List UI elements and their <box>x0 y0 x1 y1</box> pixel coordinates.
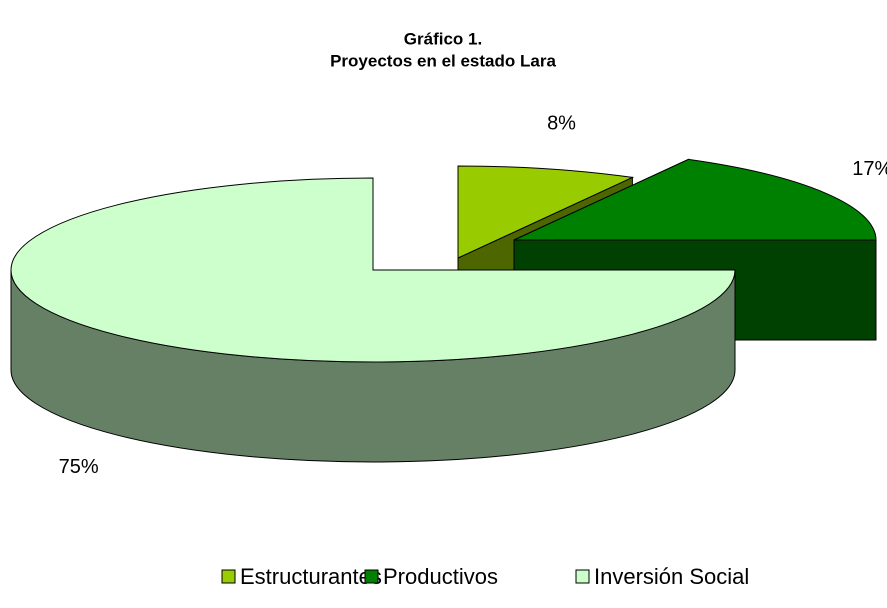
legend-swatch <box>364 569 379 584</box>
chart-subtitle: Proyectos en el estado Lara <box>330 51 556 70</box>
data-label: 17% <box>852 158 887 180</box>
chart-title: Gráfico 1. <box>404 29 482 48</box>
slice <box>457 165 635 259</box>
data-label: 75% <box>59 456 99 478</box>
legend-label: Productivos <box>383 564 498 589</box>
slice <box>10 177 736 363</box>
data-label: 8% <box>547 113 576 135</box>
legend-label: Inversión Social <box>594 564 749 589</box>
slice <box>513 158 877 241</box>
legend-label: Estructurantes <box>240 564 382 589</box>
legend-swatch <box>221 569 236 584</box>
legend-swatch <box>575 569 590 584</box>
